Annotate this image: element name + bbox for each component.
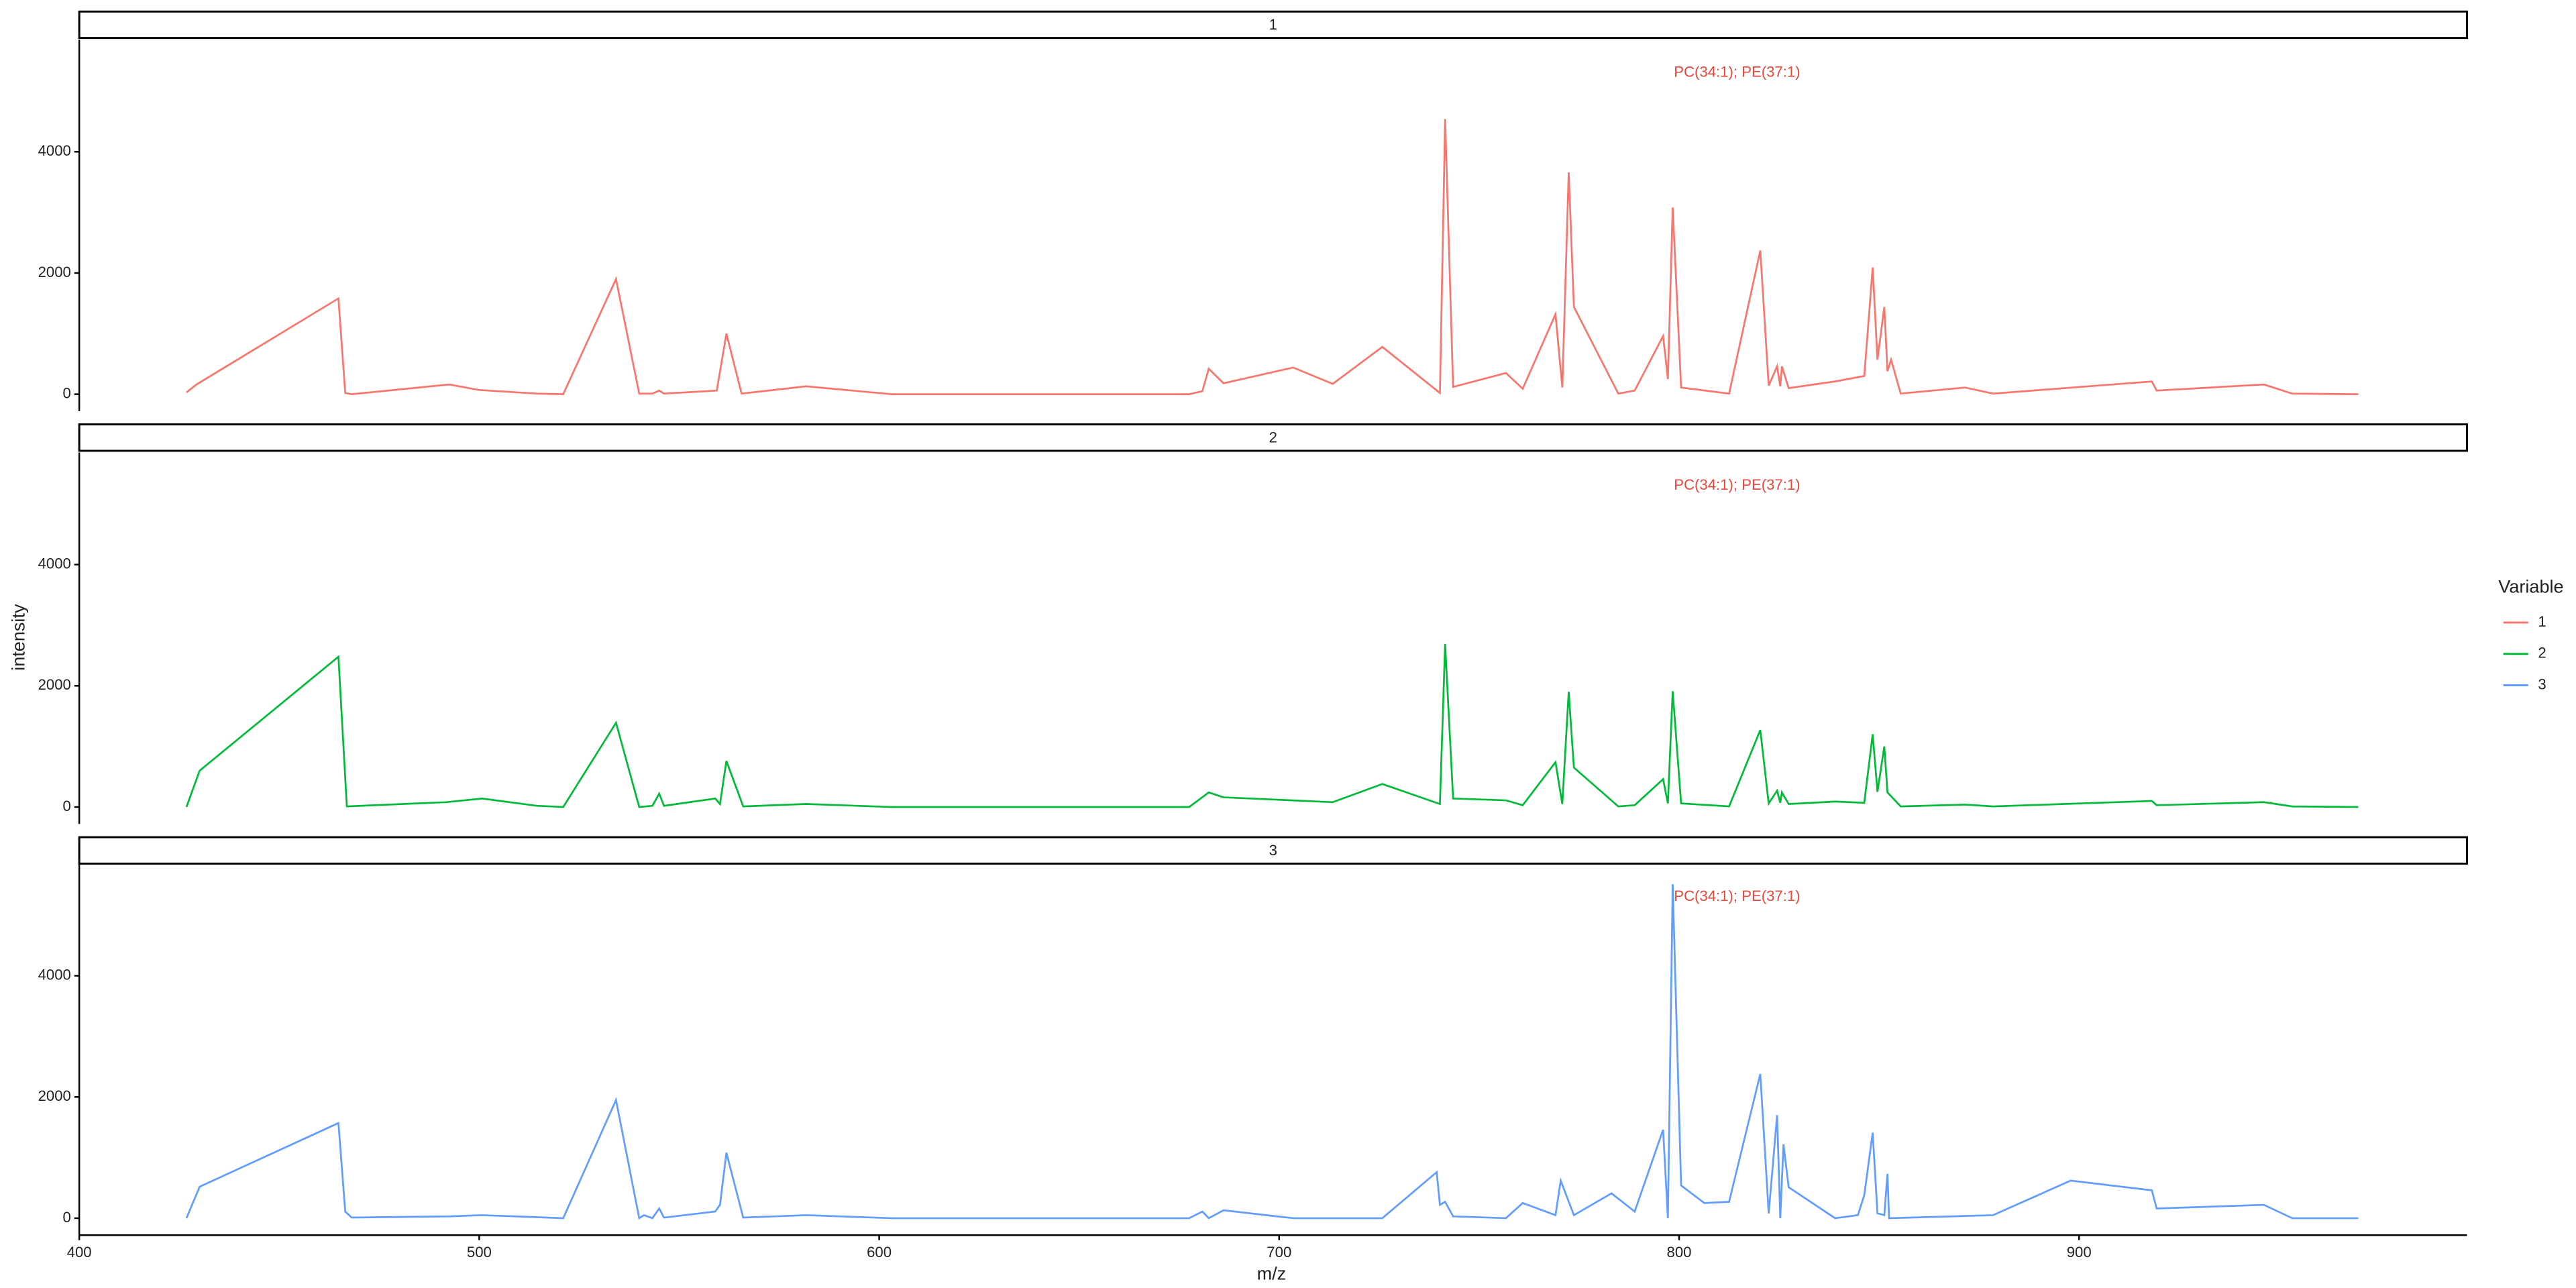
y-tick-label: 4000 (38, 966, 71, 983)
series-line (185, 643, 2359, 808)
x-tick-label: 400 (67, 1244, 92, 1260)
legend-label: 3 (2538, 676, 2546, 692)
y-tick-label: 2000 (38, 1087, 71, 1104)
annotation: PC(34:1); PE(37:1) (1674, 888, 1800, 904)
facet-strip (78, 836, 2469, 865)
annotation: PC(34:1); PE(37:1) (1674, 476, 1800, 493)
y-tick-label: 4000 (38, 555, 71, 572)
facet-label: 3 (1269, 842, 1277, 859)
x-tick-label: 500 (467, 1244, 492, 1260)
legend-label: 2 (2538, 645, 2546, 661)
facet-label: 2 (1269, 429, 1277, 445)
y-tick-label: 0 (63, 384, 71, 401)
x-axis-title: m/z (1257, 1263, 1287, 1283)
facet-strip (78, 10, 2469, 40)
x-tick-label: 800 (1667, 1244, 1692, 1260)
legend-label: 1 (2538, 613, 2546, 630)
facet-label: 1 (1269, 16, 1277, 33)
series-line (185, 884, 2359, 1220)
facet-strip (78, 423, 2469, 452)
x-tick-label: 900 (2067, 1244, 2092, 1260)
legend-title: Variable (2498, 576, 2563, 596)
y-tick-label: 0 (63, 798, 71, 814)
annotation: PC(34:1); PE(37:1) (1674, 64, 1800, 80)
y-tick-label: 2000 (38, 264, 71, 280)
y-axis-title: intensity (8, 604, 29, 671)
y-tick-label: 0 (63, 1209, 71, 1226)
x-tick-label: 700 (1267, 1244, 1291, 1260)
x-tick-label: 600 (867, 1244, 892, 1260)
y-tick-label: 2000 (38, 676, 71, 693)
series-line (186, 119, 2359, 395)
y-tick-label: 4000 (38, 142, 71, 159)
